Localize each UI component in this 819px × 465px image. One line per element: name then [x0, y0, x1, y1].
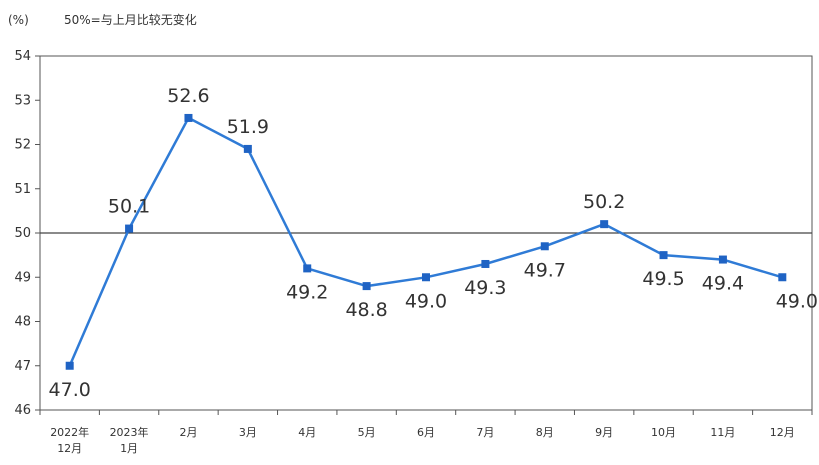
data-label: 49.4: [702, 273, 744, 295]
y-tick-label: 50: [14, 226, 31, 241]
data-label: 51.9: [227, 116, 269, 138]
y-tick-label: 48: [14, 315, 31, 330]
data-point-marker: [125, 224, 134, 233]
data-labels: 47.0 50.1 52.6 51.9 49.2 48.8 49.0 49.3 49.7 50.2…: [49, 85, 818, 401]
data-label: 49.3: [464, 277, 506, 299]
x-tick-label: 10月: [651, 426, 676, 439]
data-point-marker: [481, 259, 490, 268]
y-tick-label: 54: [14, 49, 31, 64]
x-axis: 2022年 12月 2023年 1月 2月 3月 4月 5月 6月 7月 8月 9月 10月 11月 12月: [39, 410, 813, 455]
data-point-marker: [243, 144, 252, 153]
x-tick-label: 7月: [476, 426, 494, 439]
data-markers: [65, 113, 787, 370]
data-point-marker: [778, 273, 787, 282]
data-point-marker: [362, 282, 371, 291]
x-tick-label: 8月: [536, 426, 554, 439]
data-label: 48.8: [345, 299, 387, 321]
x-tick-label: 6月: [417, 426, 435, 439]
data-point-marker: [184, 113, 193, 122]
data-label: 49.0: [776, 290, 818, 312]
data-label: 50.1: [108, 196, 150, 218]
x-tick-label: 9月: [595, 426, 613, 439]
data-point-marker: [422, 273, 430, 282]
data-label: 49.5: [642, 268, 684, 290]
data-point-marker: [65, 361, 74, 370]
x-tick-label: 4月: [298, 426, 316, 439]
y-tick-label: 49: [14, 270, 31, 285]
data-label: 49.0: [405, 290, 447, 312]
chart-note: 50%=与上月比较无变化: [64, 12, 197, 27]
y-tick-label: 46: [14, 403, 31, 418]
data-point-marker: [659, 251, 668, 260]
x-tick-label: 5月: [358, 426, 376, 439]
series-line: [68, 116, 783, 367]
data-point-marker: [718, 255, 727, 264]
data-label: 49.7: [524, 259, 566, 281]
data-point-marker: [303, 264, 312, 273]
x-tick-label: 2月: [179, 426, 197, 439]
y-axis: 46 47 48 49 50 51 52 53 54: [14, 49, 40, 418]
y-tick-label: 47: [14, 359, 31, 374]
x-tick-label: 2022年 12月: [50, 425, 89, 455]
y-axis-unit-label: (%): [8, 13, 29, 27]
x-tick-label: 3月: [239, 426, 257, 439]
data-label: 50.2: [583, 191, 625, 213]
data-label: 52.6: [167, 85, 209, 107]
data-point-marker: [600, 220, 609, 229]
x-tick-label: 12月: [770, 426, 795, 439]
y-tick-label: 51: [14, 182, 31, 197]
data-label: 49.2: [286, 281, 328, 303]
y-tick-label: 53: [14, 93, 31, 108]
data-label: 47.0: [49, 379, 91, 401]
data-point-marker: [540, 242, 549, 251]
x-tick-label: 11月: [710, 426, 735, 439]
y-tick-label: 52: [14, 138, 31, 153]
x-tick-label: 2023年 1月: [110, 425, 149, 455]
